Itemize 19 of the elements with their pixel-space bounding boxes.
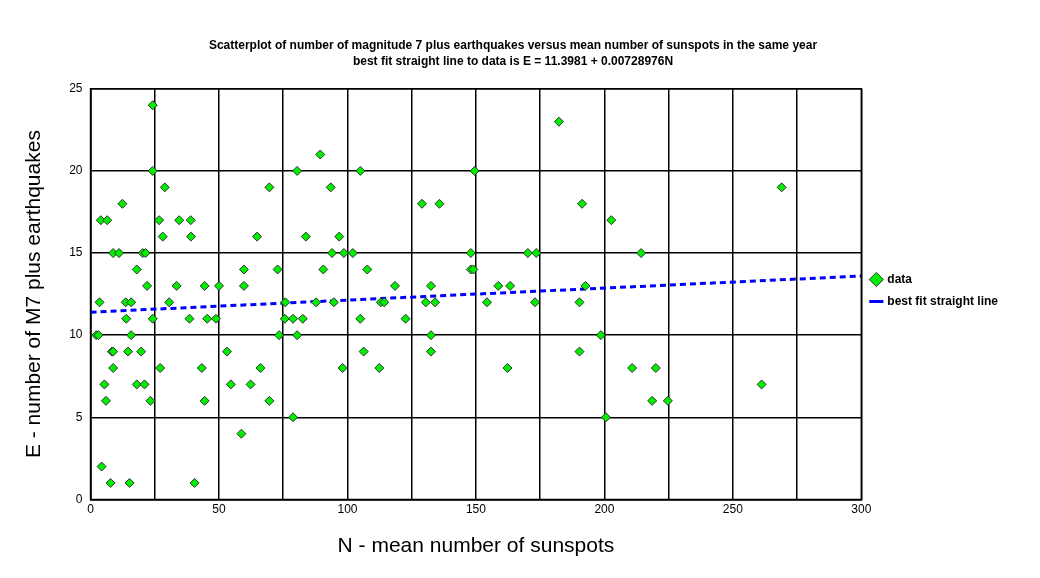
y-tick-label: 15 xyxy=(69,245,83,260)
y-tick-label: 20 xyxy=(69,163,83,178)
y-tick-label: 0 xyxy=(75,491,83,506)
x-tick-label: 300 xyxy=(851,501,872,516)
legend-label: best fit straight line xyxy=(887,293,999,308)
y-axis-title: E - number of M7 plus earthquakes xyxy=(21,130,45,459)
x-tick-label: 100 xyxy=(337,501,358,516)
y-tick-label: 25 xyxy=(69,81,83,96)
legend-label: data xyxy=(887,271,913,286)
x-tick-label: 250 xyxy=(722,501,744,516)
x-tick-label: 50 xyxy=(212,501,226,516)
x-axis-title: N - mean number of sunspots xyxy=(337,533,615,557)
x-tick-label: 0 xyxy=(87,501,95,516)
chart-title: Scatterplot of number of magnitude 7 plus earthquakes versus mean number of sunspots in the same year xyxy=(208,37,818,52)
y-tick-label: 5 xyxy=(75,409,83,424)
x-tick-label: 200 xyxy=(594,501,615,516)
y-tick-label: 10 xyxy=(69,327,83,342)
chart-subtitle: best fit straight line to data is E = 11.3981 + 0.00728976N xyxy=(352,53,674,68)
x-tick-label: 150 xyxy=(465,501,487,516)
